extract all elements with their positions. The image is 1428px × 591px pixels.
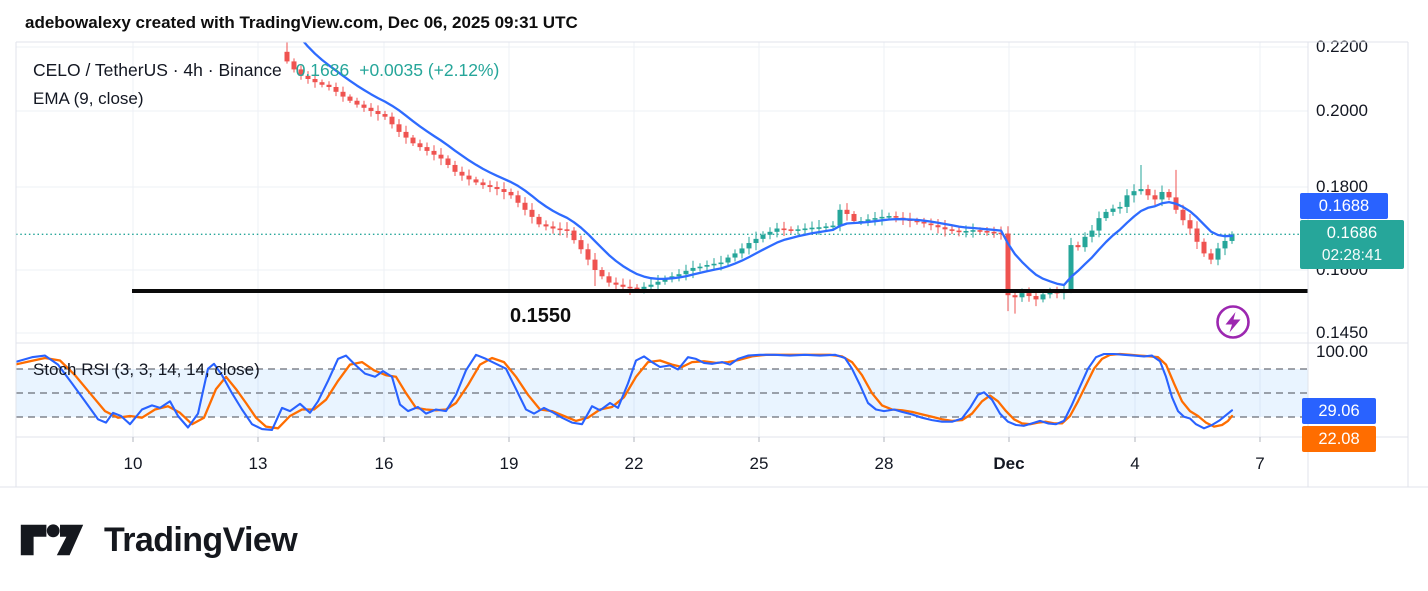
stoch-k-badge: 29.06 xyxy=(1302,398,1376,424)
time-tick-label: 4 xyxy=(1130,454,1140,473)
last-price-text: 0.1686 xyxy=(295,60,350,80)
symbol-title[interactable]: CELO / TetherUS · 4h · Binance xyxy=(33,60,282,80)
time-tick-label: 28 xyxy=(874,454,894,473)
time-tick-label: 22 xyxy=(624,454,644,473)
time-tick-label: 25 xyxy=(749,454,769,473)
time-tick-label: Dec xyxy=(993,454,1025,473)
symbol-title-row: CELO / TetherUS · 4h · Binance 0.1686 +0.0… xyxy=(33,60,499,81)
ema-value-badge: 0.1688 xyxy=(1300,193,1388,219)
price-tick-label: 0.2000 xyxy=(1316,101,1368,120)
tradingview-logo-mark-icon xyxy=(20,524,84,556)
last-price-badge: 0.1686 02:28:41 xyxy=(1300,220,1404,269)
price-change-text: +0.0035 (+2.12%) xyxy=(359,60,500,80)
last-price-badge-value: 0.1686 xyxy=(1326,224,1378,242)
tradingview-logo[interactable]: TradingView xyxy=(20,516,298,564)
time-tick-label: 19 xyxy=(499,454,519,473)
tradingview-logo-text: TradingView xyxy=(104,520,298,559)
time-tick-label: 10 xyxy=(123,454,143,473)
lightning-bolt-icon[interactable] xyxy=(1211,300,1255,344)
stoch-d-badge: 22.08 xyxy=(1302,426,1376,452)
attribution-text: adebowalexy created with TradingView.com… xyxy=(25,13,578,32)
price-tick-label: 0.1800 xyxy=(1316,177,1368,196)
time-tick-label: 16 xyxy=(374,454,394,473)
price-tick-label: 0.1450 xyxy=(1316,323,1368,342)
bar-countdown: 02:28:41 xyxy=(1321,247,1383,264)
stoch-scale-top-label: 100.00 xyxy=(1316,342,1368,361)
stoch-rsi-indicator-label[interactable]: Stoch RSI (3, 3, 14, 14, close) xyxy=(33,360,260,379)
time-tick-label: 7 xyxy=(1255,454,1265,473)
time-tick-label: 13 xyxy=(248,454,268,473)
ema-indicator-label[interactable]: EMA (9, close) xyxy=(33,89,144,108)
support-price-label: 0.1550 xyxy=(510,305,572,327)
